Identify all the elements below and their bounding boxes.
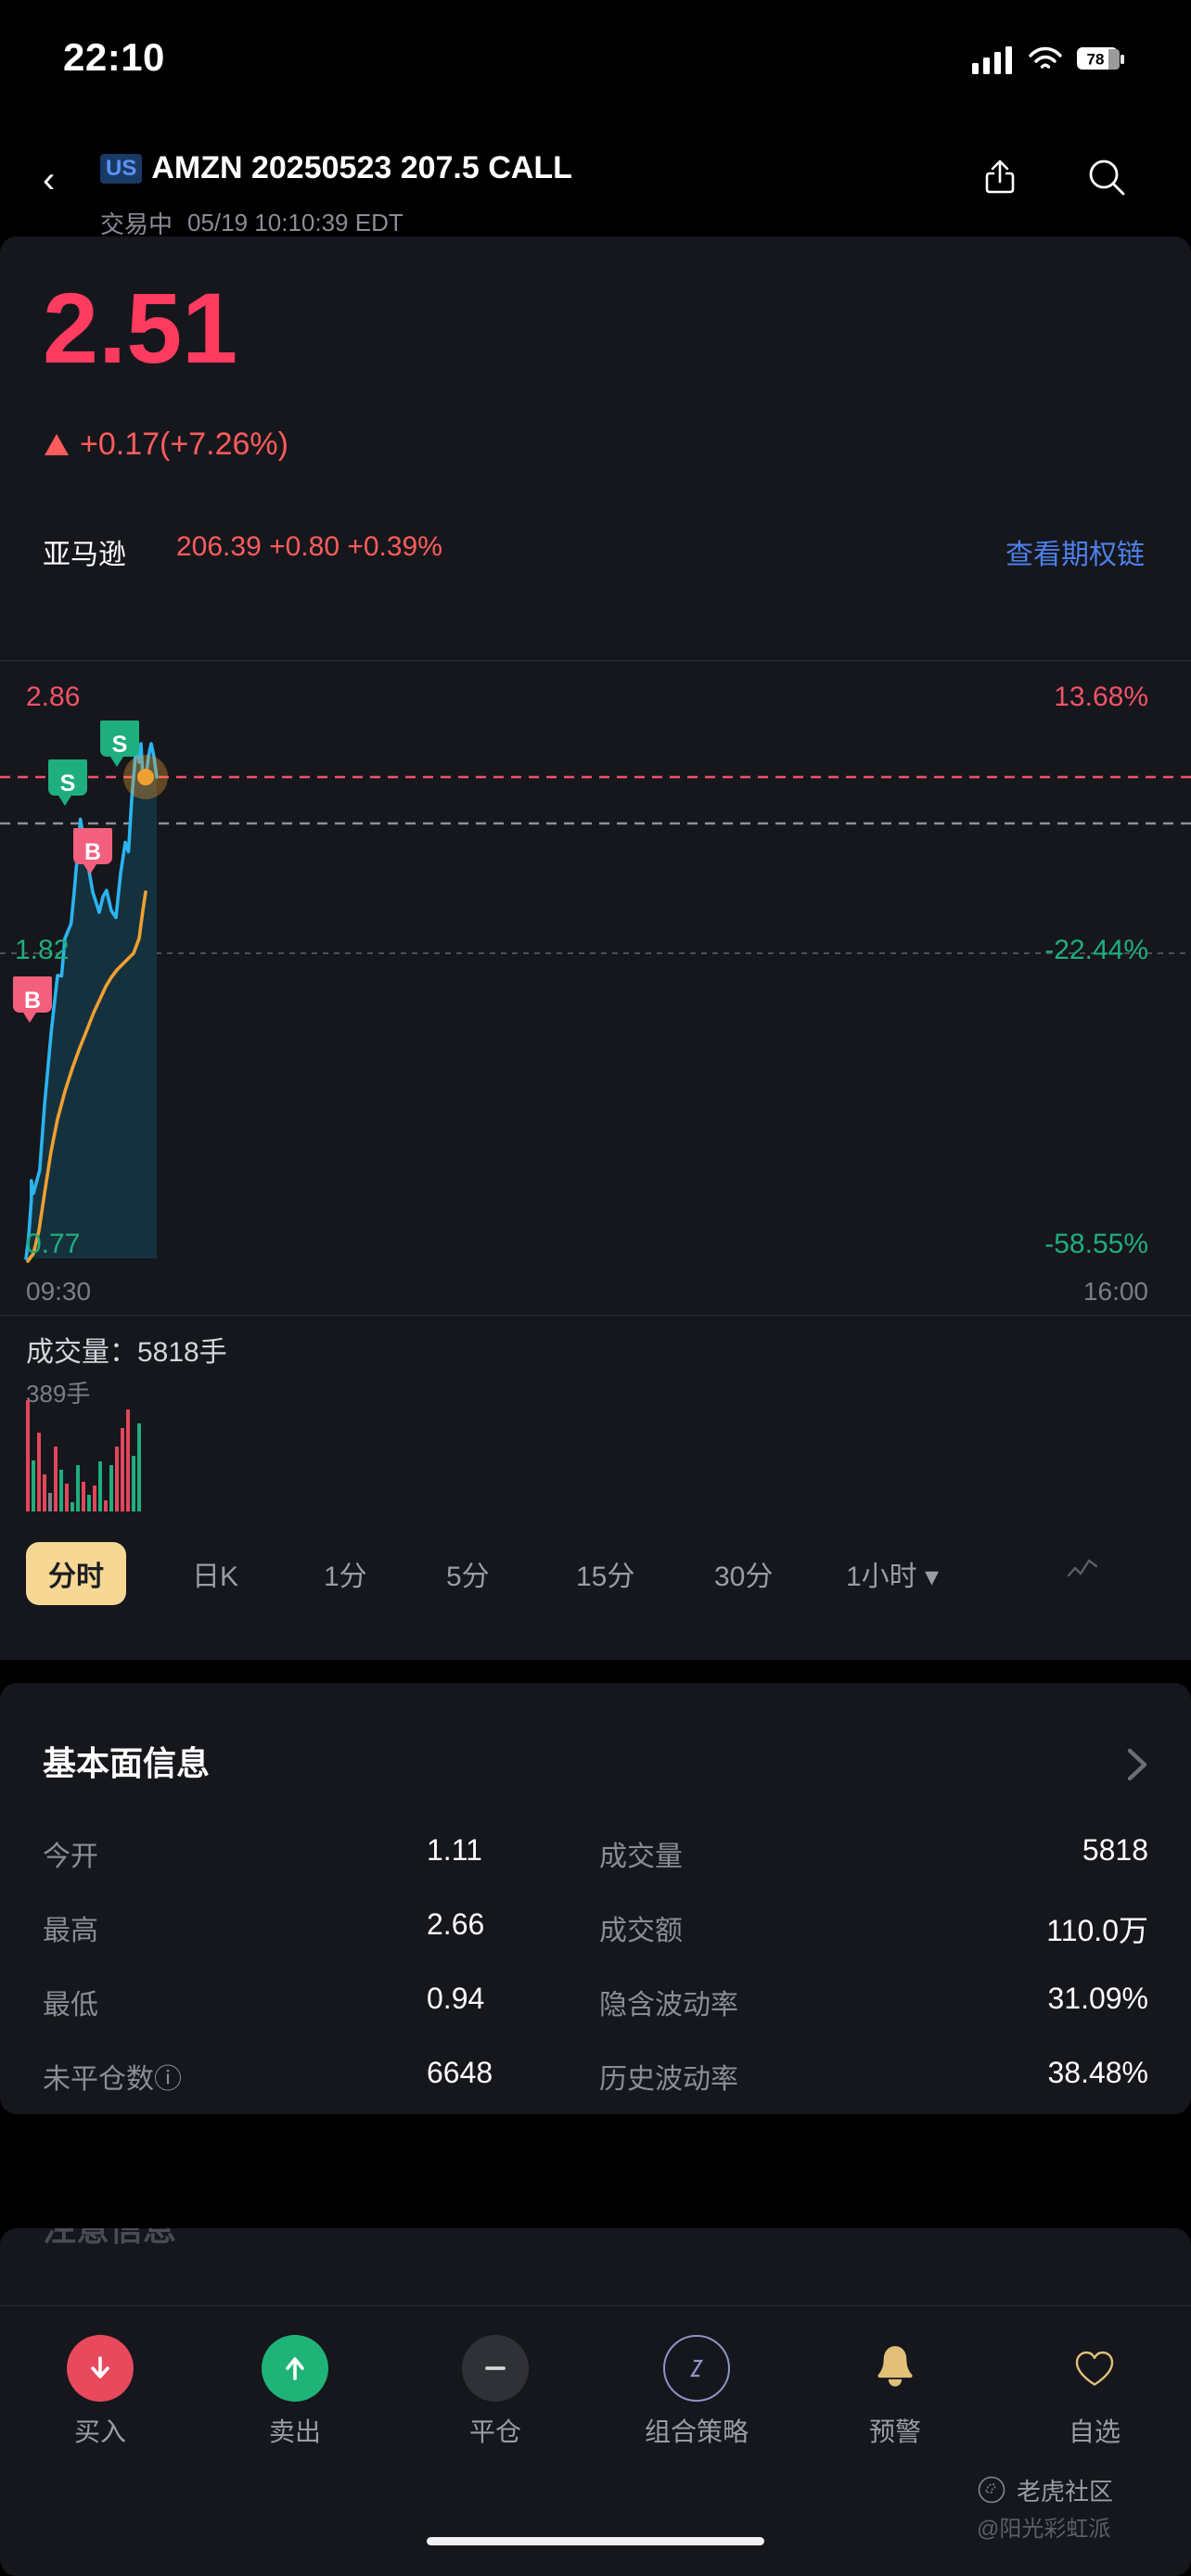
svg-text:78: 78 — [1087, 51, 1105, 69]
svg-text:B: B — [84, 839, 101, 865]
svg-text:S: S — [60, 771, 76, 797]
svg-text:B: B — [24, 988, 41, 1014]
svg-text:S: S — [112, 732, 128, 758]
